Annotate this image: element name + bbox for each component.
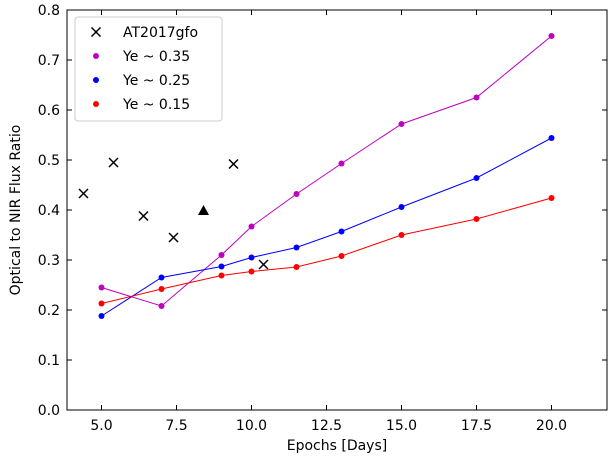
dot-marker bbox=[248, 223, 255, 230]
dot-marker bbox=[98, 300, 105, 307]
legend-marker bbox=[93, 101, 99, 107]
dot-marker bbox=[548, 195, 555, 201]
y-axis-label: Optical to NIR Flux Ratio bbox=[8, 125, 24, 296]
dot-marker bbox=[218, 272, 225, 279]
dot-marker bbox=[158, 303, 165, 309]
y-tick-label: 0.7 bbox=[38, 53, 60, 69]
legend-label: Ye ~ 0.25 bbox=[122, 73, 190, 89]
legend-box bbox=[74, 16, 223, 122]
legend-entry: Ye ~ 0.25 bbox=[93, 73, 190, 89]
plot-frame bbox=[66, 9, 608, 411]
dot-marker bbox=[398, 204, 405, 210]
dot-marker bbox=[248, 268, 255, 275]
triangle-marker bbox=[198, 205, 209, 215]
x-marker bbox=[108, 157, 119, 168]
y-tick-label: 0.8 bbox=[38, 3, 60, 19]
legend-marker bbox=[90, 26, 102, 38]
legend-label: Ye ~ 0.15 bbox=[122, 97, 190, 113]
dot-marker bbox=[473, 216, 480, 222]
x-marker bbox=[78, 188, 89, 199]
series-line bbox=[101, 137, 552, 317]
dot-marker bbox=[548, 33, 555, 39]
dot-marker bbox=[473, 94, 480, 101]
legend-marker bbox=[93, 53, 99, 59]
x-tick-label: 5.0 bbox=[90, 418, 112, 434]
dot-marker bbox=[398, 232, 405, 238]
x-marker bbox=[138, 210, 149, 222]
x-stroke bbox=[228, 158, 239, 170]
x-tick-label: 17.5 bbox=[461, 418, 492, 434]
dot-marker bbox=[293, 264, 300, 270]
x-tick-label: 7.5 bbox=[165, 418, 187, 434]
y-tick-label: 0.0 bbox=[38, 403, 60, 419]
x-tick-label: 15.0 bbox=[386, 418, 417, 434]
series-line bbox=[101, 197, 552, 304]
dot-marker bbox=[473, 175, 480, 181]
x-marker bbox=[168, 232, 179, 243]
x-tick-label: 20.0 bbox=[536, 418, 567, 434]
y-tick-label: 0.6 bbox=[38, 103, 60, 119]
x-stroke bbox=[78, 188, 89, 199]
y-tick-label: 0.2 bbox=[38, 303, 60, 319]
dot-marker bbox=[293, 244, 300, 251]
y-tick-label: 0.5 bbox=[38, 153, 60, 169]
x-axis-label: Epochs [Days] bbox=[287, 438, 387, 454]
dot-marker bbox=[158, 274, 165, 281]
y-tick-label: 0.4 bbox=[38, 203, 60, 219]
dot-marker bbox=[218, 252, 225, 258]
dot-marker bbox=[98, 284, 105, 291]
dot-marker bbox=[293, 191, 300, 197]
legend-marker bbox=[93, 77, 99, 83]
x-tick-label: 10.0 bbox=[236, 418, 267, 434]
dot-marker bbox=[398, 121, 405, 127]
dot-marker bbox=[548, 135, 555, 141]
x-marker bbox=[228, 158, 239, 170]
legend-entry: Ye ~ 0.35 bbox=[93, 49, 190, 65]
y-tick-label: 0.1 bbox=[38, 353, 60, 369]
x-stroke bbox=[108, 157, 119, 168]
dot-marker bbox=[248, 254, 255, 261]
x-stroke bbox=[168, 232, 179, 243]
x-tick-label: 12.5 bbox=[311, 418, 342, 434]
dot-marker bbox=[158, 286, 165, 292]
y-tick-label: 0.3 bbox=[38, 253, 60, 269]
legend-entry: AT2017gfo bbox=[90, 25, 198, 41]
legend-label: Ye ~ 0.35 bbox=[122, 49, 190, 65]
x-marker bbox=[258, 259, 269, 270]
dot-marker bbox=[98, 313, 105, 319]
x-stroke bbox=[258, 259, 269, 270]
dot-marker bbox=[338, 253, 345, 259]
legend-entry: Ye ~ 0.15 bbox=[93, 97, 190, 113]
dot-marker bbox=[338, 228, 345, 235]
dot-marker bbox=[218, 263, 225, 270]
dot-marker bbox=[338, 160, 345, 167]
legend-label: AT2017gfo bbox=[123, 25, 198, 41]
x-stroke bbox=[138, 210, 149, 222]
